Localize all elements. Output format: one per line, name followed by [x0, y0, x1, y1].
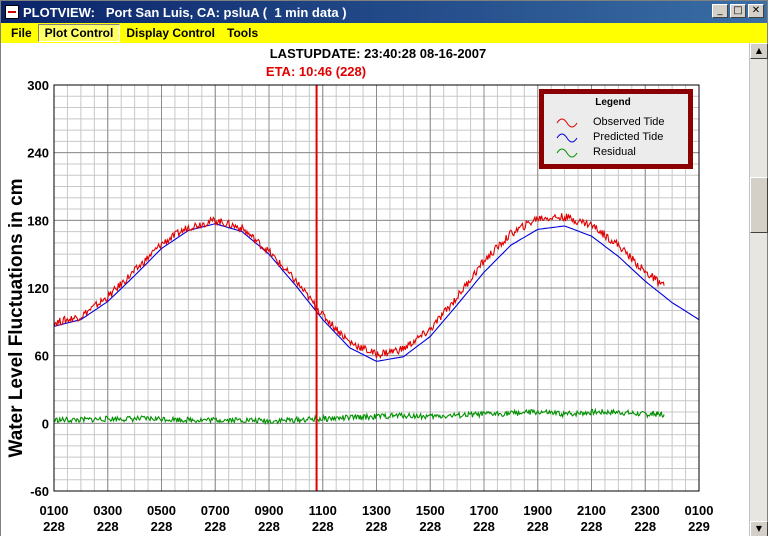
y-axis-label: Water Level Fluctuations in cm	[6, 178, 27, 457]
y-tick-label: 300	[27, 78, 49, 93]
x-tick-day: 228	[43, 519, 65, 534]
x-tick-day: 228	[151, 519, 173, 534]
vertical-scrollbar[interactable]: ▲ ▼	[749, 43, 768, 536]
app-icon[interactable]	[5, 5, 19, 19]
legend-label-observed: Observed Tide	[593, 116, 665, 128]
x-tick-day: 228	[97, 519, 119, 534]
legend-label-predicted: Predicted Tide	[593, 131, 663, 143]
x-tick-time: 2300	[631, 503, 660, 518]
maximize-button[interactable]: □	[730, 4, 746, 18]
x-tick-day: 228	[419, 519, 441, 534]
x-tick-time: 1900	[523, 503, 552, 518]
menu-plot-control[interactable]: Plot Control	[37, 24, 121, 42]
y-tick-label: 240	[27, 146, 49, 161]
x-tick-time: 1100	[309, 503, 337, 518]
x-tick-time: 0900	[255, 503, 284, 518]
menu-tools[interactable]: Tools	[227, 26, 259, 40]
x-tick-day: 229	[688, 519, 710, 534]
predicted-tide-line	[53, 223, 700, 362]
x-tick-day: 228	[312, 519, 334, 534]
series-layer	[53, 85, 700, 491]
legend-symbol-residual	[556, 148, 578, 158]
y-tick-label: 120	[27, 281, 49, 296]
plot-frame	[53, 84, 700, 492]
legend-title: Legend	[595, 97, 631, 108]
x-tick-time: 0700	[201, 503, 230, 518]
legend[interactable]: Legend Observed Tide Predicted Tide Resi…	[539, 89, 693, 169]
menu-bar: File Plot Control Display Control Tools	[1, 23, 767, 43]
scroll-thumb[interactable]	[750, 177, 768, 233]
residual-line	[53, 407, 665, 426]
x-tick-time: 0300	[93, 503, 122, 518]
legend-panel	[544, 94, 688, 164]
x-tick-day: 228	[634, 519, 656, 534]
legend-symbol-predicted	[556, 133, 578, 143]
observed-tide-line	[53, 213, 665, 360]
legend-symbol-observed	[556, 118, 578, 128]
lastupdate-label: LASTUPDATE: 23:40:28 08-16-2007	[270, 46, 487, 61]
x-tick-day: 228	[473, 519, 495, 534]
legend-label-residual: Residual	[593, 146, 636, 158]
x-tick-day: 228	[366, 519, 388, 534]
y-tick-label: 60	[35, 349, 49, 364]
x-tick-time: 2100	[577, 503, 606, 518]
plot-area: LASTUPDATE: 23:40:28 08-16-2007 ETA: 10:…	[1, 43, 749, 536]
x-tick-time: 1700	[470, 503, 499, 518]
axes: 300240180120600-600100228030022805002280…	[27, 78, 713, 534]
x-tick-day: 228	[258, 519, 280, 534]
menu-file[interactable]: File	[11, 26, 32, 40]
close-button[interactable]: ✕	[748, 4, 764, 18]
scroll-down-arrow-icon[interactable]: ▼	[750, 521, 768, 536]
x-tick-time: 1300	[362, 503, 391, 518]
window-title: PLOTVIEW: Port San Luis, CA: psluA ( 1 m…	[23, 4, 347, 20]
minimize-button[interactable]: _	[712, 4, 728, 18]
window-controls: _ □ ✕	[712, 4, 764, 18]
scroll-up-arrow-icon[interactable]: ▲	[750, 43, 768, 59]
x-tick-day: 228	[581, 519, 603, 534]
x-tick-day: 228	[204, 519, 226, 534]
x-tick-time: 0100	[40, 503, 69, 518]
x-tick-time: 1500	[416, 503, 445, 518]
x-tick-day: 228	[527, 519, 549, 534]
x-tick-time: 0500	[147, 503, 176, 518]
title-bar[interactable]: PLOTVIEW: Port San Luis, CA: psluA ( 1 m…	[1, 1, 767, 23]
x-tick-time: 0100	[685, 503, 714, 518]
tide-chart: LASTUPDATE: 23:40:28 08-16-2007 ETA: 10:…	[6, 46, 713, 534]
menu-display-control[interactable]: Display Control	[126, 26, 216, 40]
y-tick-label: -60	[30, 484, 49, 499]
y-tick-label: 180	[27, 213, 49, 228]
eta-label: ETA: 10:46 (228)	[266, 64, 366, 79]
y-tick-label: 0	[42, 416, 49, 431]
